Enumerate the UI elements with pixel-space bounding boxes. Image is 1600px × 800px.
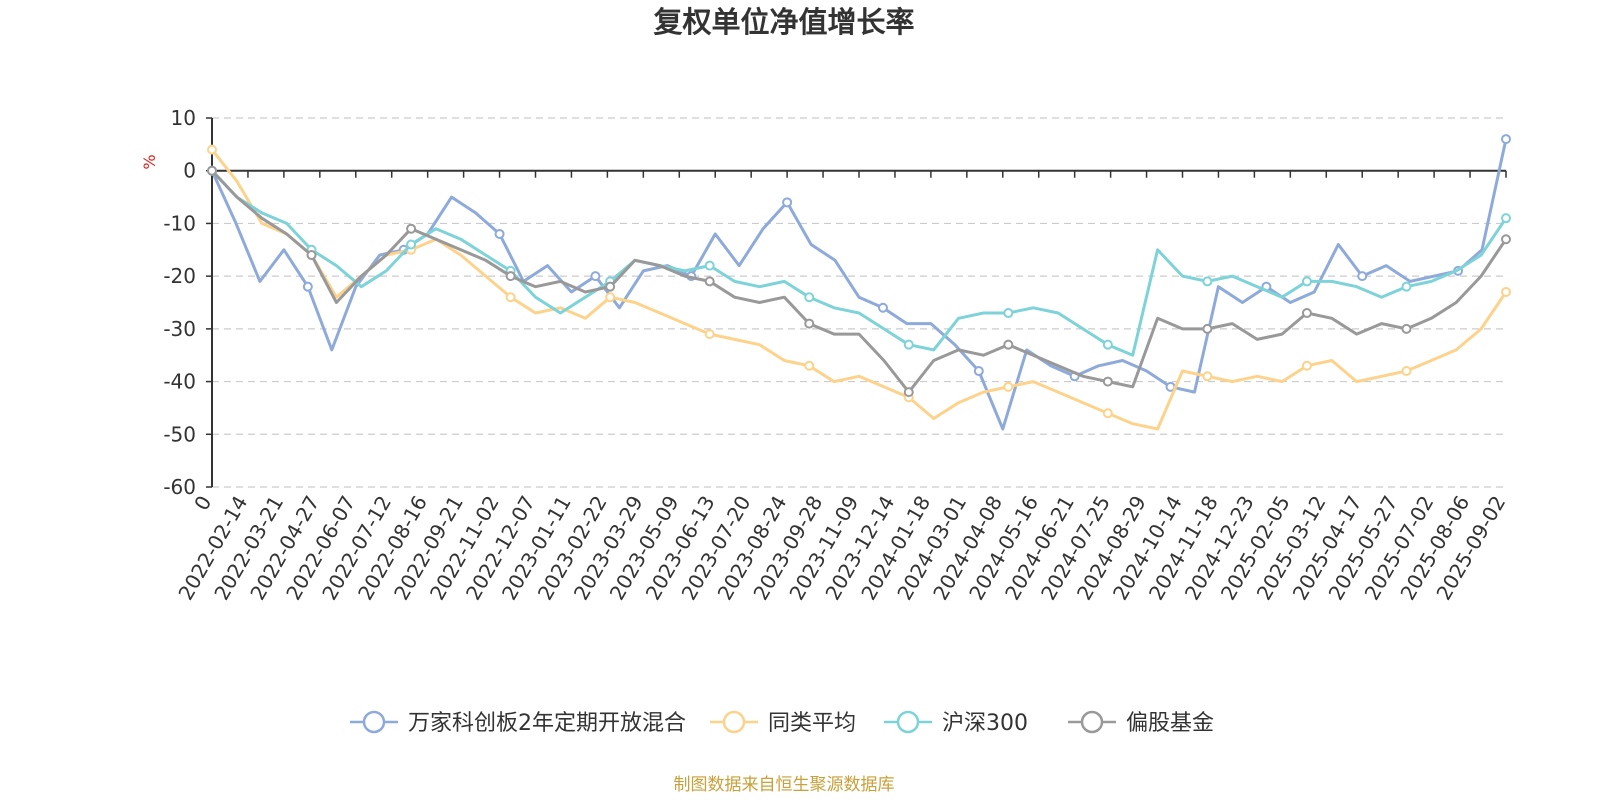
series-point-1 [1102, 408, 1113, 419]
legend[interactable]: 万家科创板2年定期开放混合 同类平均 沪深300 偏股基金 [350, 710, 1214, 736]
series-point-3 [1301, 308, 1312, 319]
legend-label: 同类平均 [768, 711, 856, 736]
series-line-3 [210, 169, 1508, 394]
series-point-0 [877, 302, 888, 313]
legend-marker [722, 710, 746, 734]
y-tick-label: -20 [163, 264, 196, 288]
legend-marker [362, 710, 386, 734]
series-point-3 [1501, 234, 1511, 245]
series-point-0 [1501, 134, 1511, 145]
series-point-3 [406, 223, 417, 234]
x-axis: 02022-02-142022-03-212022-04-272022-06-0… [173, 169, 1510, 604]
series-point-2 [1401, 281, 1412, 292]
series-point-3 [804, 318, 815, 329]
series-point-1 [1202, 371, 1213, 382]
legend-marker [896, 710, 920, 734]
y-tick-label: 0 [183, 159, 196, 183]
legend-item-3[interactable]: 偏股基金 [1068, 710, 1214, 736]
series-point-1 [1301, 360, 1312, 371]
y-axis: 10 0 -10 -20 -30 -40 -50 -60 [163, 106, 213, 499]
series-point-1 [605, 292, 616, 303]
legend-label: 偏股基金 [1126, 711, 1214, 736]
legend-item-2[interactable]: 沪深300 [884, 710, 1028, 736]
series-point-2 [704, 260, 715, 271]
series-point-2 [804, 292, 815, 303]
y-tick-label: -60 [163, 475, 196, 499]
y-tick-label: -30 [163, 317, 196, 341]
series-point-3 [605, 281, 616, 292]
series-point-2 [1501, 213, 1511, 224]
legend-label: 沪深300 [942, 711, 1028, 736]
source-note: 制图数据来自恒生聚源数据库 [674, 775, 895, 795]
series-point-3 [903, 387, 914, 398]
series-point-1 [505, 292, 516, 303]
y-tick-label: -40 [163, 370, 196, 394]
series-point-1 [704, 329, 715, 340]
series-point-2 [1003, 308, 1014, 319]
series-point-0 [302, 281, 313, 292]
series-point-1 [804, 360, 815, 371]
x-tick-label: 0 [189, 492, 216, 515]
series-point-2 [903, 339, 914, 350]
series-point-0 [782, 197, 793, 208]
series-point-3 [704, 276, 715, 287]
series-point-2 [1301, 276, 1312, 287]
plot-area [207, 134, 1511, 431]
series-point-1 [1401, 366, 1412, 377]
y-tick-label: -10 [163, 211, 196, 235]
y-axis-unit-label: % [140, 154, 159, 169]
series-point-1 [207, 144, 217, 155]
series-line-1 [210, 148, 1508, 431]
legend-marker [1080, 710, 1104, 734]
series-point-1 [1501, 286, 1511, 297]
series-point-3 [1003, 339, 1014, 350]
series-line-0 [210, 138, 1508, 431]
series-point-3 [306, 250, 317, 261]
series-point-3 [207, 165, 217, 176]
series-point-2 [1202, 276, 1213, 287]
series-point-0 [1357, 271, 1368, 282]
legend-label: 万家科创板2年定期开放混合 [408, 711, 686, 736]
series-point-1 [1003, 381, 1014, 392]
series-point-0 [973, 366, 984, 377]
series-point-3 [1102, 376, 1113, 387]
series-point-3 [1401, 323, 1412, 334]
series-point-0 [590, 271, 601, 282]
series-point-3 [1202, 323, 1213, 334]
series-line-2 [210, 169, 1508, 357]
legend-item-0[interactable]: 万家科创板2年定期开放混合 [350, 710, 686, 736]
series-point-0 [494, 228, 505, 239]
series-point-2 [406, 239, 417, 250]
series-point-2 [1102, 339, 1113, 350]
y-tick-label: -50 [163, 422, 196, 446]
chart-title: 复权单位净值增长率 [653, 5, 914, 39]
y-tick-label: 10 [171, 106, 196, 130]
legend-item-1[interactable]: 同类平均 [710, 710, 856, 736]
series-point-3 [505, 271, 516, 282]
